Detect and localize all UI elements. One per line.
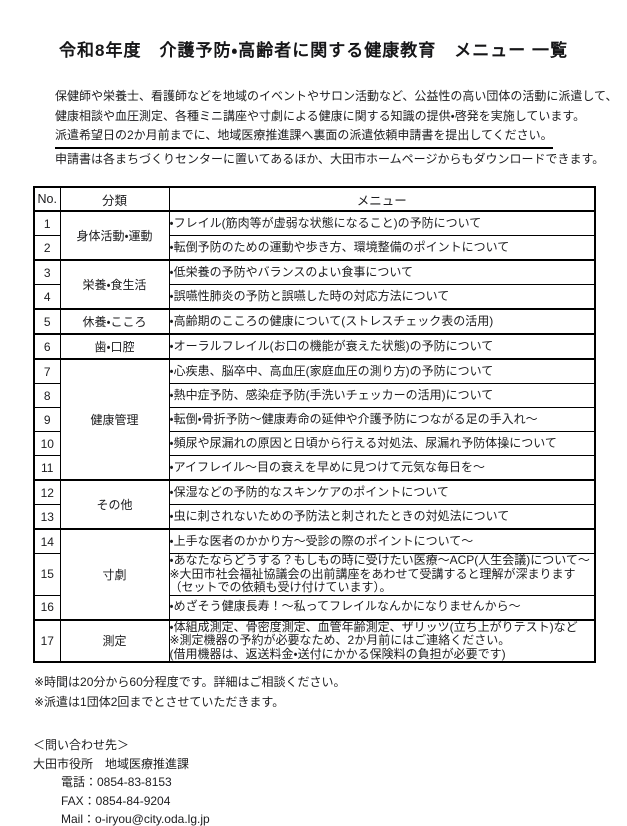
row-number-cell: 1 bbox=[33, 210, 61, 236]
menu-cell: ・転倒予防のための運動や歩き方、環境整備のポイントについて bbox=[168, 235, 596, 261]
menu-cell: ・アイフレイル～目の衰えを早めに見つけて元気な毎日を～ bbox=[168, 455, 596, 481]
table-row-16: 16 ・めざそう健康長寿！～私ってフレイルなんかになりませんから～ bbox=[33, 594, 596, 620]
category-cell-nutrition: 栄養・食生活 bbox=[59, 259, 170, 310]
table-row-4: 4 ・誤嚥性肺炎の予防と誤嚥した時の対応方法について bbox=[33, 284, 596, 310]
table-row-8: 8 ・熱中症予防、感染症予防(手洗いチェッカーの活用)について bbox=[33, 383, 596, 408]
note-duration: ※時間は20分から60分程度です。詳細はご相談ください。 bbox=[34, 675, 346, 689]
contact-heading: ＜問い合わせ先＞ bbox=[33, 738, 130, 752]
menu-line: ・体組成測定、骨密度測定、血管年齢測定、ザリッツ(立ち上がりテスト)など bbox=[169, 619, 578, 634]
table-row-7: 7 健康管理 ・心疾患、脳卒中、高血圧(家庭血圧の測り方)の予防について bbox=[33, 358, 596, 481]
contact-tel: 電話：0854-83-8153 bbox=[61, 775, 172, 789]
menu-cell-multiline: ・あなたならどうする？もしもの時に受けたい医療～ACP(人生会議)について～ ※… bbox=[168, 553, 596, 596]
contact-block: ＜問い合わせ先＞ 大田市役所 地域医療推進課 電話：0854-83-8153 F… bbox=[33, 736, 627, 826]
table-row-15: 15 ・あなたならどうする？もしもの時に受けたい医療～ACP(人生会議)について… bbox=[33, 553, 596, 596]
menu-cell: ・誤嚥性肺炎の予防と誤嚥した時の対応方法について bbox=[168, 284, 596, 310]
menu-table: No. 分類 メニュー 1 身体活動・運動 ・フレイル(筋肉等が虚弱な状態になる… bbox=[33, 186, 596, 663]
row-number-cell: 5 bbox=[33, 308, 61, 335]
menu-line: ※大田市社会福祉協議会の出前講座をあわせて受講すると理解が深まります bbox=[169, 566, 576, 581]
row-number-cell: 3 bbox=[33, 259, 61, 285]
intro-paragraph: 保健師や栄養士、看護師などを地域のイベントやサロン活動など、公益性の高い団体の活… bbox=[55, 87, 618, 169]
table-row-9: 9 ・転倒・骨折予防～健康寿命の延伸や介護予防につながる足の手入れ～ bbox=[33, 407, 596, 432]
category-cell-others: その他 bbox=[59, 479, 170, 530]
row-number-cell: 13 bbox=[33, 504, 61, 530]
menu-cell: ・保湿などの予防的なスキンケアのポイントについて bbox=[168, 479, 596, 505]
row-number-cell: 9 bbox=[33, 407, 61, 432]
menu-cell: ・低栄養の予防やバランスのよい食事について bbox=[168, 259, 596, 285]
menu-cell: ・オーラルフレイル(お口の機能が衰えた状態)の予防について bbox=[168, 333, 596, 360]
category-cell-rest-mind: 休養・こころ bbox=[59, 308, 170, 335]
footnotes: ※時間は20分から60分程度です。詳細はご相談ください。 ※派遣は1団体2回まで… bbox=[34, 672, 627, 712]
intro-line-2: 健康相談や血圧測定、各種ミニ講座や寸劇による健康に関する知識の提供・啓発を実施し… bbox=[55, 108, 586, 123]
table-row-17: 17 測定 ・体組成測定、骨密度測定、血管年齢測定、ザリッツ(立ち上がりテスト)… bbox=[33, 618, 596, 663]
menu-cell: ・転倒・骨折予防～健康寿命の延伸や介護予防につながる足の手入れ～ bbox=[168, 407, 596, 432]
category-cell-physical-activity: 身体活動・運動 bbox=[59, 210, 170, 261]
menu-cell-multiline: ・体組成測定、骨密度測定、血管年齢測定、ザリッツ(立ち上がりテスト)など ※測定… bbox=[168, 618, 596, 663]
header-category: 分類 bbox=[59, 186, 170, 212]
row-number-cell: 11 bbox=[33, 455, 61, 481]
menu-cell: ・頻尿や尿漏れの原因と日頃から行える対処法、尿漏れ予防体操について bbox=[168, 431, 596, 456]
table-header-row: No. 分類 メニュー bbox=[33, 186, 596, 212]
category-cell-measurement: 測定 bbox=[59, 618, 170, 663]
header-menu: メニュー bbox=[168, 186, 596, 212]
page-title: 令和8年度 介護予防・高齢者に関する健康教育 メニュー 一覧 bbox=[59, 41, 568, 60]
menu-cell: ・めざそう健康長寿！～私ってフレイルなんかになりませんから～ bbox=[168, 594, 596, 620]
menu-line: （セットでの依頼も受け付けています）。 bbox=[169, 580, 392, 594]
menu-cell: ・熱中症予防、感染症予防(手洗いチェッカーの活用)について bbox=[168, 383, 596, 408]
contact-fax: FAX：0854-84-9204 bbox=[61, 793, 171, 808]
note-dispatch-limit: ※派遣は1団体2回までとさせていただきます。 bbox=[34, 695, 285, 709]
row-number-cell: 8 bbox=[33, 383, 61, 408]
table-row-6: 6 歯・口腔 ・オーラルフレイル(お口の機能が衰えた状態)の予防について bbox=[33, 333, 596, 360]
table-row-12: 12 その他 ・保湿などの予防的なスキンケアのポイントについて bbox=[33, 479, 596, 530]
menu-line: ・あなたならどうする？もしもの時に受けたい医療～ACP(人生会議)について～ bbox=[169, 553, 590, 567]
table-row-14: 14 寸劇 ・上手な医者のかかり方～受診の際のポイントについて～ bbox=[33, 528, 596, 620]
category-cell-health-management: 健康管理 bbox=[59, 358, 170, 481]
table-row-10: 10 ・頻尿や尿漏れの原因と日頃から行える対処法、尿漏れ予防体操について bbox=[33, 431, 596, 456]
intro-line-3-underlined: 派遣希望日の2か月前までに、地域医療推進課へ裏面の派遣依頼申請書を提出してくださ… bbox=[55, 126, 599, 150]
category-cell-oral: 歯・口腔 bbox=[59, 333, 170, 360]
header-no: No. bbox=[33, 186, 61, 212]
contact-mail: Mail：o-iryou@city.oda.lg.jp bbox=[61, 812, 210, 826]
menu-line: (借用機器は、返送料金・送付にかかる保険料の負担が必要です) bbox=[169, 646, 506, 661]
row-number-cell: 15 bbox=[33, 553, 61, 596]
menu-cell: ・フレイル(筋肉等が虚弱な状態になること)の予防について bbox=[168, 210, 596, 236]
table-row-5: 5 休養・こころ ・高齢期のこころの健康について(ストレスチェック表の活用) bbox=[33, 308, 596, 335]
table-row-11: 11 ・アイフレイル～目の衰えを早めに見つけて元気な毎日を～ bbox=[33, 455, 596, 481]
menu-cell: ・虫に刺されないための予防法と刺されたときの対処法について bbox=[168, 504, 596, 530]
row-number-cell: 12 bbox=[33, 479, 61, 505]
row-number-cell: 16 bbox=[33, 594, 61, 620]
row-number-cell: 4 bbox=[33, 284, 61, 310]
menu-cell: ・心疾患、脳卒中、高血圧(家庭血圧の測り方)の予防について bbox=[168, 358, 596, 384]
intro-line-4: 申請書は各まちづくりセンターに置いてあるほか、大田市ホームページからもダウンロー… bbox=[55, 151, 605, 166]
intro-line-1: 保健師や栄養士、看護師などを地域のイベントやサロン活動など、公益性の高い団体の活… bbox=[55, 89, 618, 103]
row-number-cell: 17 bbox=[33, 618, 61, 663]
row-number-cell: 2 bbox=[33, 235, 61, 261]
menu-cell: ・上手な医者のかかり方～受診の際のポイントについて～ bbox=[168, 528, 596, 554]
table-row-3: 3 栄養・食生活 ・低栄養の予防やバランスのよい食事について bbox=[33, 259, 596, 310]
contact-org: 大田市役所 地域医療推進課 bbox=[33, 756, 190, 771]
row-number-cell: 14 bbox=[33, 528, 61, 554]
table-row-13: 13 ・虫に刺されないための予防法と刺されたときの対処法について bbox=[33, 504, 596, 530]
category-cell-skit: 寸劇 bbox=[59, 528, 170, 620]
underlined-text: 派遣希望日の2か月前までに、地域医療推進課へ裏面の派遣依頼申請書を提出してくださ… bbox=[55, 126, 553, 149]
row-number-cell: 10 bbox=[33, 431, 61, 456]
table-row-1: 1 身体活動・運動 ・フレイル(筋肉等が虚弱な状態になること)の予防について bbox=[33, 210, 596, 261]
menu-cell: ・高齢期のこころの健康について(ストレスチェック表の活用) bbox=[168, 308, 596, 335]
menu-line: ※測定機器の予約が必要なため、2か月前にはご連絡ください。 bbox=[169, 633, 511, 647]
row-number-cell: 6 bbox=[33, 333, 61, 360]
row-number-cell: 7 bbox=[33, 358, 61, 384]
